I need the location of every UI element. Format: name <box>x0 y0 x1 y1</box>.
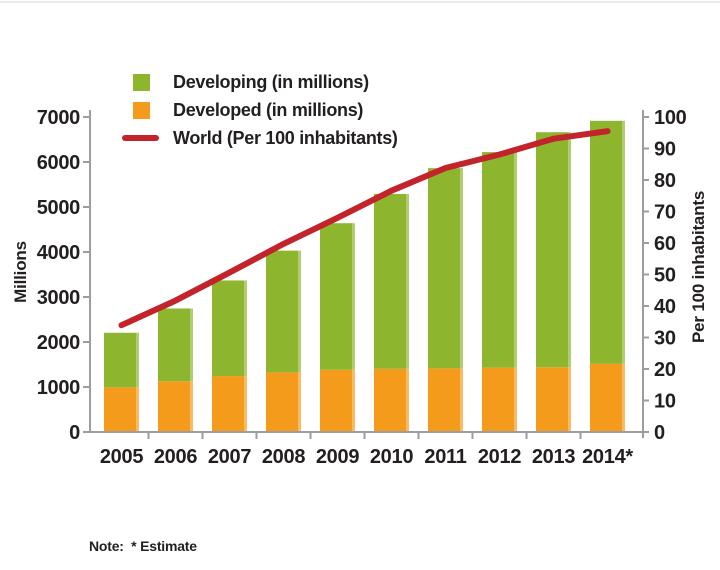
bar-edge-highlight <box>136 332 139 432</box>
left-tick-label-5000: 5000 <box>37 197 80 219</box>
bar-2008-developing <box>266 250 301 373</box>
x-label-2010: 2010 <box>370 446 413 468</box>
x-label-2014: 2014* <box>582 446 633 468</box>
left-tick-label-3000: 3000 <box>37 287 80 309</box>
right-tick-label-0: 0 <box>654 422 665 444</box>
bar-2005-developing <box>104 332 139 388</box>
bar-edge-highlight <box>298 250 301 432</box>
chart-legend: Developing (in millions) Developed (in m… <box>122 68 398 152</box>
bar-2010-developing <box>374 193 409 369</box>
bar-2009-developed <box>320 369 355 432</box>
left-tick-label-0: 0 <box>69 422 80 444</box>
bar-2014-developed <box>590 363 625 432</box>
legend-item-world: World (Per 100 inhabitants) <box>122 124 398 152</box>
bar-2006-developing <box>158 308 193 382</box>
note-estimate: Note: * Estimate <box>89 538 197 554</box>
right-tick-label-100: 100 <box>654 107 687 129</box>
bar-edge-highlight <box>514 152 517 432</box>
right-tick-label-70: 70 <box>654 202 676 224</box>
bar-2013-developed <box>536 367 571 432</box>
x-label-2006: 2006 <box>154 446 197 468</box>
bar-2013-developing <box>536 132 571 368</box>
bar-2012-developing <box>482 152 517 368</box>
x-label-2009: 2009 <box>316 446 359 468</box>
bar-edge-highlight <box>190 308 193 432</box>
bar-edge-highlight <box>460 168 463 433</box>
bar-2009-developing <box>320 223 355 370</box>
world-per100-line <box>118 128 611 329</box>
legend-label-world: World (Per 100 inhabitants) <box>173 127 398 148</box>
right-tick-label-60: 60 <box>654 233 676 255</box>
legend-item-developed: Developed (in millions) <box>122 96 398 124</box>
bar-2011-developed <box>428 368 463 432</box>
bar-2012-developed <box>482 367 517 432</box>
legend-item-developing: Developing (in millions) <box>122 68 398 96</box>
x-label-2007: 2007 <box>208 446 251 468</box>
left-tick-label-2000: 2000 <box>37 332 80 354</box>
right-tick-label-30: 30 <box>654 328 676 350</box>
left-tick-label-6000: 6000 <box>37 152 80 174</box>
bar-2008-developed <box>266 372 301 432</box>
right-tick-label-40: 40 <box>654 296 676 318</box>
right-tick-label-50: 50 <box>654 265 676 287</box>
x-label-2005: 2005 <box>100 446 143 468</box>
bar-edge-highlight <box>622 120 625 432</box>
right-tick-label-10: 10 <box>654 391 676 413</box>
bar-edge-highlight <box>244 280 247 432</box>
bar-edge-highlight <box>568 132 571 432</box>
x-label-2008: 2008 <box>262 446 305 468</box>
left-tick-label-1000: 1000 <box>37 377 80 399</box>
right-tick-label-80: 80 <box>654 170 676 192</box>
developing-swatch-icon <box>133 73 150 91</box>
bar-edge-highlight <box>406 193 409 432</box>
bar-2007-developed <box>212 376 247 432</box>
legend-label-developed: Developed (in millions) <box>173 99 364 120</box>
bar-2010-developed <box>374 368 409 432</box>
developed-swatch-icon <box>133 101 150 119</box>
bar-2006-developed <box>158 381 193 432</box>
x-label-2011: 2011 <box>424 446 466 468</box>
bar-2007-developing <box>212 280 247 377</box>
right-tick-label-20: 20 <box>654 359 676 381</box>
bar-2014-developing <box>590 120 625 364</box>
bar-2005-developed <box>104 387 139 432</box>
x-label-2012: 2012 <box>478 446 521 468</box>
world-line-swatch-icon <box>122 135 159 141</box>
x-label-2013: 2013 <box>532 446 575 468</box>
bar-edge-highlight <box>352 223 355 432</box>
right-tick-label-90: 90 <box>654 139 676 161</box>
bar-2011-developing <box>428 168 463 369</box>
left-tick-label-4000: 4000 <box>37 242 80 264</box>
left-tick-label-7000: 7000 <box>37 107 80 129</box>
footnotes: Note: * Estimate Source: ITU World Telec… <box>89 486 499 570</box>
top-border-rule <box>0 1 720 3</box>
legend-label-developing: Developing (in millions) <box>173 71 369 92</box>
